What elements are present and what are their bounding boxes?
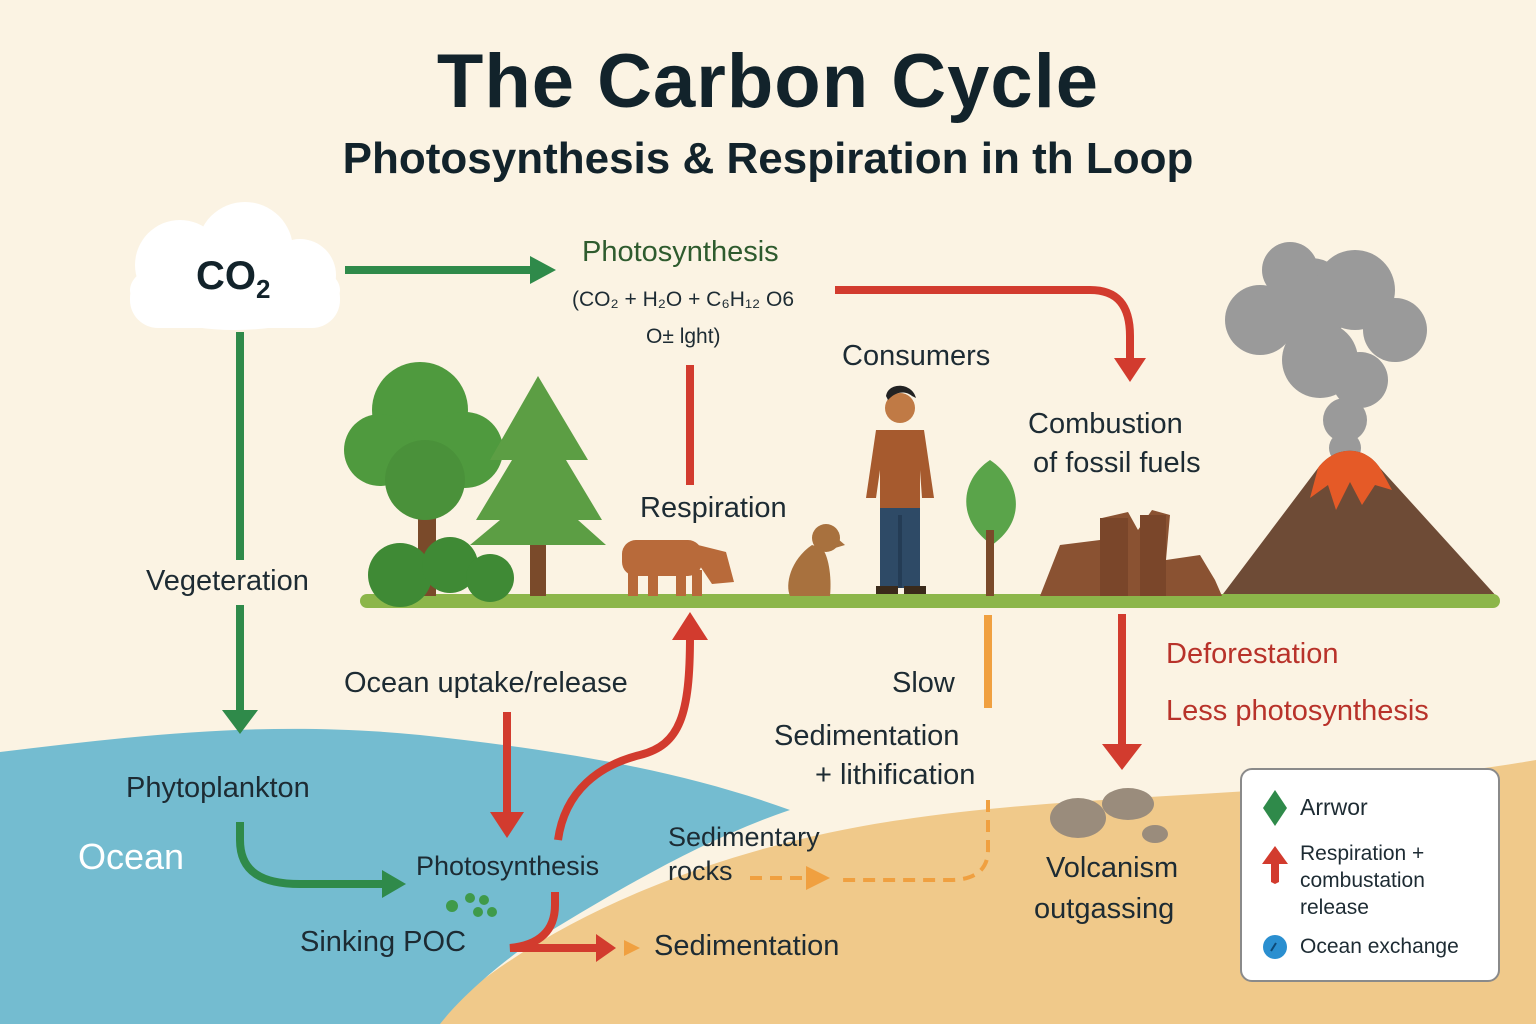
bush-icon xyxy=(368,537,514,607)
pine-tree-icon xyxy=(470,376,606,596)
red-arrow-icon xyxy=(1262,846,1288,884)
volcanism-label-line2: outgassing xyxy=(1034,893,1175,925)
small-tree-icon xyxy=(966,460,1016,596)
cow-icon xyxy=(622,540,734,596)
respiration-label: Respiration xyxy=(640,492,787,524)
co2-cloud-icon xyxy=(130,202,340,330)
ocean-uptake-label: Ocean uptake/release xyxy=(344,667,628,699)
legend-label: Ocean exchange xyxy=(1300,935,1459,958)
vegetation-label: Vegeteration xyxy=(146,565,309,597)
ocean-photosynthesis-label: Photosynthesis xyxy=(416,851,600,881)
legend-label: Arrwor xyxy=(1300,794,1368,820)
ocean-label: Ocean xyxy=(78,836,185,877)
person-icon xyxy=(866,385,934,594)
tree-stumps-icon xyxy=(1040,510,1222,596)
volcano-icon xyxy=(1220,450,1498,598)
photosynthesis-formula-line2: O± lght) xyxy=(646,325,721,348)
green-arrows xyxy=(236,266,535,888)
legend-label: Respiration + combustation release xyxy=(1300,842,1425,919)
phytoplankton-label: Phytoplankton xyxy=(126,772,310,804)
co2-label: CO2 xyxy=(196,254,271,304)
orange-arrows xyxy=(624,615,992,956)
consumers-label: Consumers xyxy=(842,340,991,372)
slow-label: Slow xyxy=(892,667,955,699)
red-arrowheads xyxy=(490,358,1146,962)
page-title: The Carbon Cycle xyxy=(436,39,1100,124)
sedimentary-rocks-line2: rocks xyxy=(668,856,733,886)
sedimentary-rocks-line1: Sedimentary xyxy=(668,822,820,852)
ocean-area xyxy=(0,728,790,1024)
red-arrows xyxy=(503,286,1134,952)
page-subtitle: Photosynthesis & Respiration in th Loop xyxy=(342,134,1194,183)
legend-box: Arrwor Respiration + combustation releas… xyxy=(1240,768,1500,982)
combustion-label-line1: Combustion xyxy=(1028,408,1183,440)
blue-dot-icon xyxy=(1263,935,1287,959)
sedimentation-lithification-line1: Sedimentation xyxy=(774,720,960,752)
sedimentation-label: Sedimentation xyxy=(654,930,840,962)
smoke-cloud-icon xyxy=(1225,242,1427,464)
green-diamond-icon xyxy=(1263,790,1287,826)
photosynthesis-label: Photosynthesis xyxy=(582,236,779,268)
ground-line xyxy=(360,594,1500,608)
green-arrowheads xyxy=(222,256,556,898)
rocks-icon xyxy=(1050,788,1168,843)
dog-icon xyxy=(788,524,845,596)
deforestation-label: Deforestation xyxy=(1166,638,1339,670)
less-photosynthesis-label: Less photosynthesis xyxy=(1166,695,1429,727)
combustion-label-line2: of fossil fuels xyxy=(1033,447,1201,479)
deciduous-tree-icon xyxy=(344,362,503,596)
sinking-poc-label: Sinking POC xyxy=(300,926,467,958)
photosynthesis-formula-line1: (CO₂ + H₂O + C₆H₁₂ O6 xyxy=(572,288,795,311)
volcanism-label-line1: Volcanism xyxy=(1046,852,1179,884)
phytoplankton-dots xyxy=(446,893,497,917)
sedimentation-lithification-line2: + lithification xyxy=(815,759,976,791)
